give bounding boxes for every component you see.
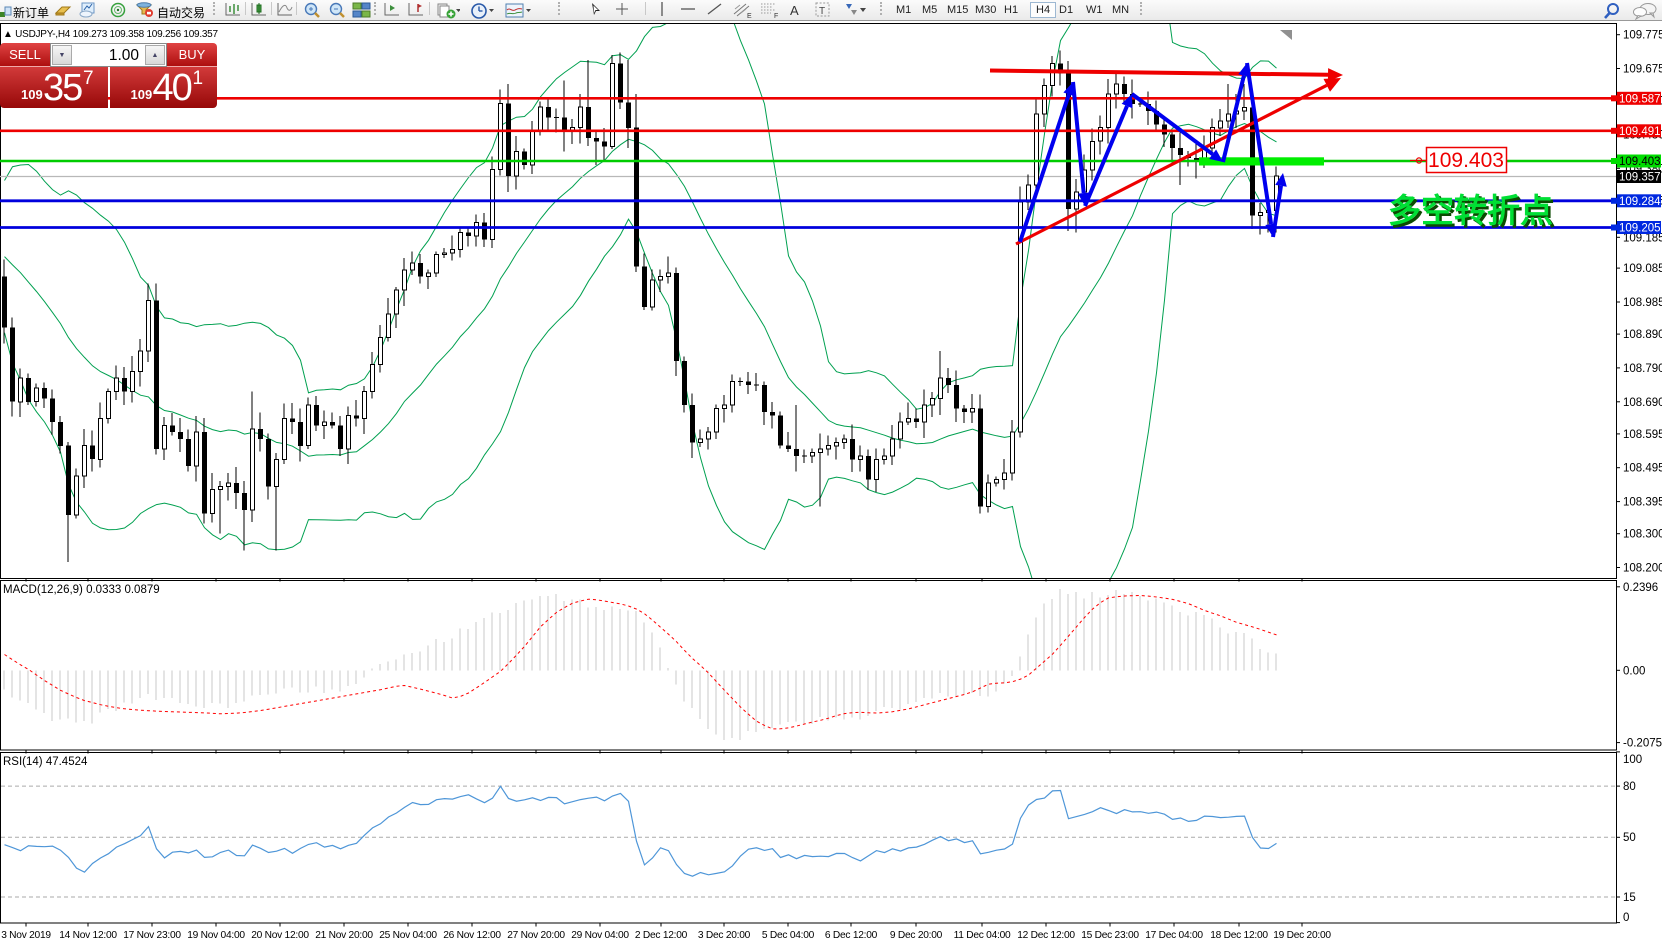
svg-text:F: F <box>774 13 778 19</box>
svg-text:18 Dec 12:00: 18 Dec 12:00 <box>1210 930 1268 941</box>
svg-text:3 Dec 20:00: 3 Dec 20:00 <box>698 930 751 941</box>
svg-text:14 Nov 12:00: 14 Nov 12:00 <box>59 930 117 941</box>
svg-text:11 Dec 04:00: 11 Dec 04:00 <box>954 930 1011 941</box>
svg-text:0.00: 0.00 <box>1623 665 1645 677</box>
svg-text:-0.2075: -0.2075 <box>1623 738 1662 750</box>
svg-text:108.300: 108.300 <box>1623 529 1662 541</box>
svg-text:20 Nov 12:00: 20 Nov 12:00 <box>251 930 309 941</box>
svg-text:29 Nov 04:00: 29 Nov 04:00 <box>571 930 629 941</box>
svg-text:12 Dec 12:00: 12 Dec 12:00 <box>1017 930 1075 941</box>
svg-text:108.595: 108.595 <box>1623 429 1662 441</box>
svg-text:109.085: 109.085 <box>1623 263 1662 275</box>
svg-text:19 Nov 04:00: 19 Nov 04:00 <box>187 930 245 941</box>
svg-text:109.403: 109.403 <box>1428 149 1504 172</box>
svg-text:26 Nov 12:00: 26 Nov 12:00 <box>443 930 501 941</box>
svg-text:100: 100 <box>1623 754 1642 766</box>
svg-text:17 Nov 23:00: 17 Nov 23:00 <box>123 930 181 941</box>
svg-text:108.495: 108.495 <box>1623 463 1662 475</box>
svg-text:15: 15 <box>1623 892 1636 904</box>
svg-text:19 Dec 20:00: 19 Dec 20:00 <box>1273 930 1331 941</box>
svg-text:109.491: 109.491 <box>1619 126 1661 138</box>
svg-text:21 Nov 20:00: 21 Nov 20:00 <box>315 930 373 941</box>
svg-text:109.403: 109.403 <box>1619 156 1661 168</box>
svg-text:80: 80 <box>1623 781 1636 793</box>
svg-text:108.985: 108.985 <box>1623 297 1662 309</box>
svg-text:15 Dec 23:00: 15 Dec 23:00 <box>1081 930 1139 941</box>
svg-text:109.587: 109.587 <box>1619 94 1661 106</box>
svg-text:109.185: 109.185 <box>1623 232 1662 244</box>
svg-text:108.395: 108.395 <box>1623 497 1662 509</box>
svg-text:108.890: 108.890 <box>1623 329 1662 341</box>
svg-text:3 Nov 2019: 3 Nov 2019 <box>1 930 51 941</box>
svg-text:109.775: 109.775 <box>1623 30 1662 42</box>
svg-text:109.357: 109.357 <box>1619 172 1661 184</box>
svg-text:T: T <box>819 6 825 17</box>
svg-text:17 Dec 04:00: 17 Dec 04:00 <box>1145 930 1203 941</box>
svg-text:108.690: 108.690 <box>1623 397 1662 409</box>
svg-text:多空转折点: 多空转折点 <box>1388 192 1553 229</box>
svg-text:109.675: 109.675 <box>1623 64 1662 76</box>
svg-text:▲ USDJPY-,H4 109.273 109.358: ▲ USDJPY-,H4 109.273 109.358 109.256 109… <box>3 29 218 40</box>
svg-text:多空转折点: 多空转折点 <box>1391 195 1556 232</box>
svg-text:9 Dec 20:00: 9 Dec 20:00 <box>890 930 943 941</box>
svg-text:109.284: 109.284 <box>1619 196 1661 208</box>
svg-text:5 Dec 04:00: 5 Dec 04:00 <box>762 930 815 941</box>
svg-text:6 Dec 12:00: 6 Dec 12:00 <box>825 930 878 941</box>
svg-text:27 Nov 20:00: 27 Nov 20:00 <box>507 930 565 941</box>
svg-text:0.2396: 0.2396 <box>1623 582 1658 594</box>
svg-text:0: 0 <box>1623 912 1629 924</box>
svg-text:RSI(14) 47.4524: RSI(14) 47.4524 <box>3 756 88 768</box>
svg-text:MACD(12,26,9) 0.0333 0.0879: MACD(12,26,9) 0.0333 0.0879 <box>3 584 160 596</box>
svg-text:109.205: 109.205 <box>1619 223 1661 235</box>
svg-text:108.200: 108.200 <box>1623 563 1662 575</box>
svg-text:E: E <box>747 13 752 19</box>
svg-text:50: 50 <box>1623 832 1636 844</box>
svg-text:108.790: 108.790 <box>1623 363 1662 375</box>
svg-text:2 Dec 12:00: 2 Dec 12:00 <box>635 930 688 941</box>
svg-text:25 Nov 04:00: 25 Nov 04:00 <box>379 930 437 941</box>
